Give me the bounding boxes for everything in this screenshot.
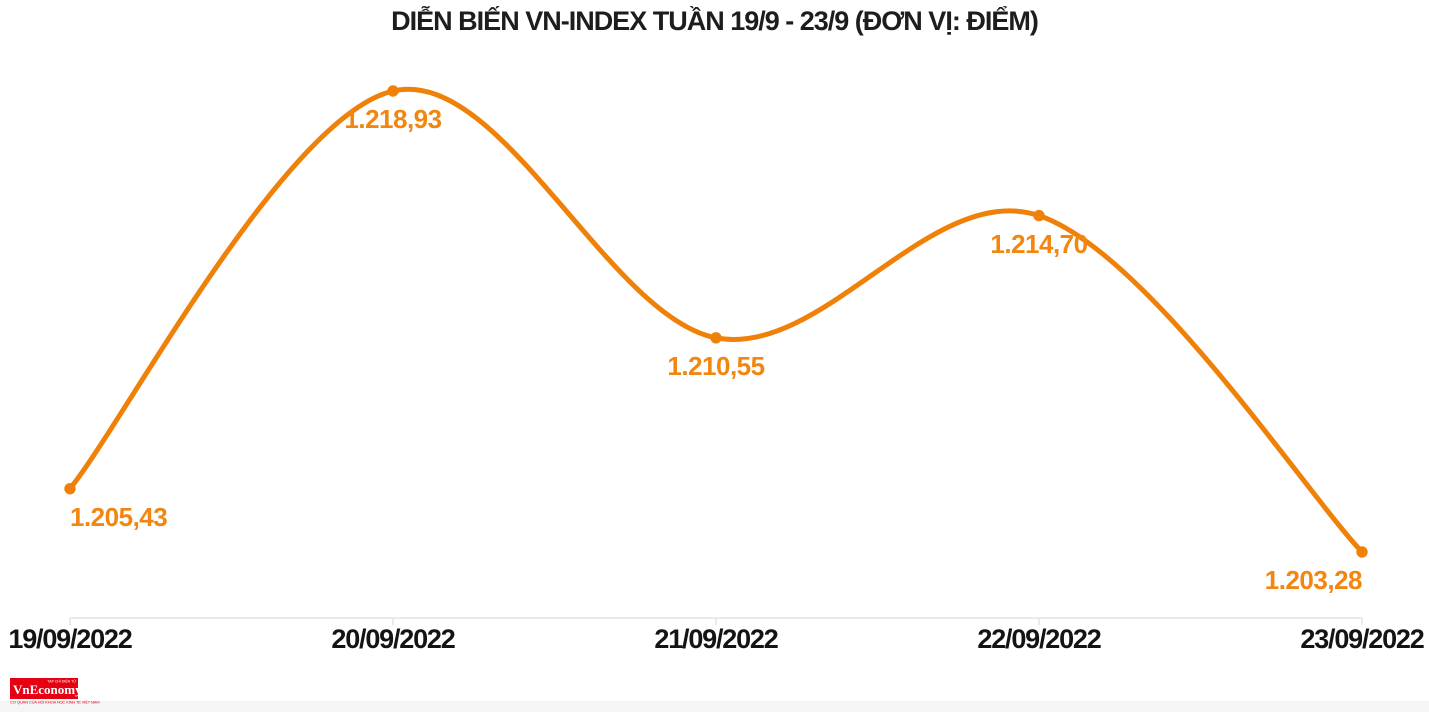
logo-wordmark: VnEconomy (13, 682, 82, 697)
chart-title: DIỄN BIẾN VN-INDEX TUẦN 19/9 - 23/9 (ĐƠN… (391, 6, 1039, 36)
data-point-marker (1356, 546, 1368, 558)
x-axis (69, 617, 1363, 625)
logo-tagline: CƠ QUAN CỦA HỘI KHOA HỌC KINH TẾ VIỆT NA… (10, 700, 100, 705)
vn-index-series-line (67, 86, 1365, 555)
data-point-marker (64, 482, 76, 495)
data-point-marker (1033, 209, 1045, 222)
x-axis-label: 23/09/2022 (1300, 624, 1424, 654)
point-value-label: 1.218,93 (344, 104, 442, 134)
data-point-marker (710, 332, 722, 344)
data-point-marker (387, 85, 399, 97)
logo-top-text: TẠP CHÍ ĐIỆN TỬ (46, 679, 76, 684)
x-axis-label: 22/09/2022 (977, 624, 1101, 654)
bottom-strip (0, 701, 1429, 712)
vneconomy-logo-box: TẠP CHÍ ĐIỆN TỬ VnEconomy (10, 678, 82, 699)
x-axis-label: 19/09/2022 (8, 624, 132, 654)
vneconomy-logo: TẠP CHÍ ĐIỆN TỬ VnEconomy CƠ QUAN CỦA HỘ… (10, 678, 100, 705)
point-value-label: 1.214,70 (990, 228, 1088, 259)
point-value-label: 1.203,28 (1264, 565, 1363, 595)
point-value-label: 1.210,55 (667, 350, 765, 381)
point-value-label: 1.205,43 (70, 501, 168, 532)
x-axis-label: 21/09/2022 (654, 624, 778, 654)
x-axis-label: 20/09/2022 (331, 624, 455, 654)
